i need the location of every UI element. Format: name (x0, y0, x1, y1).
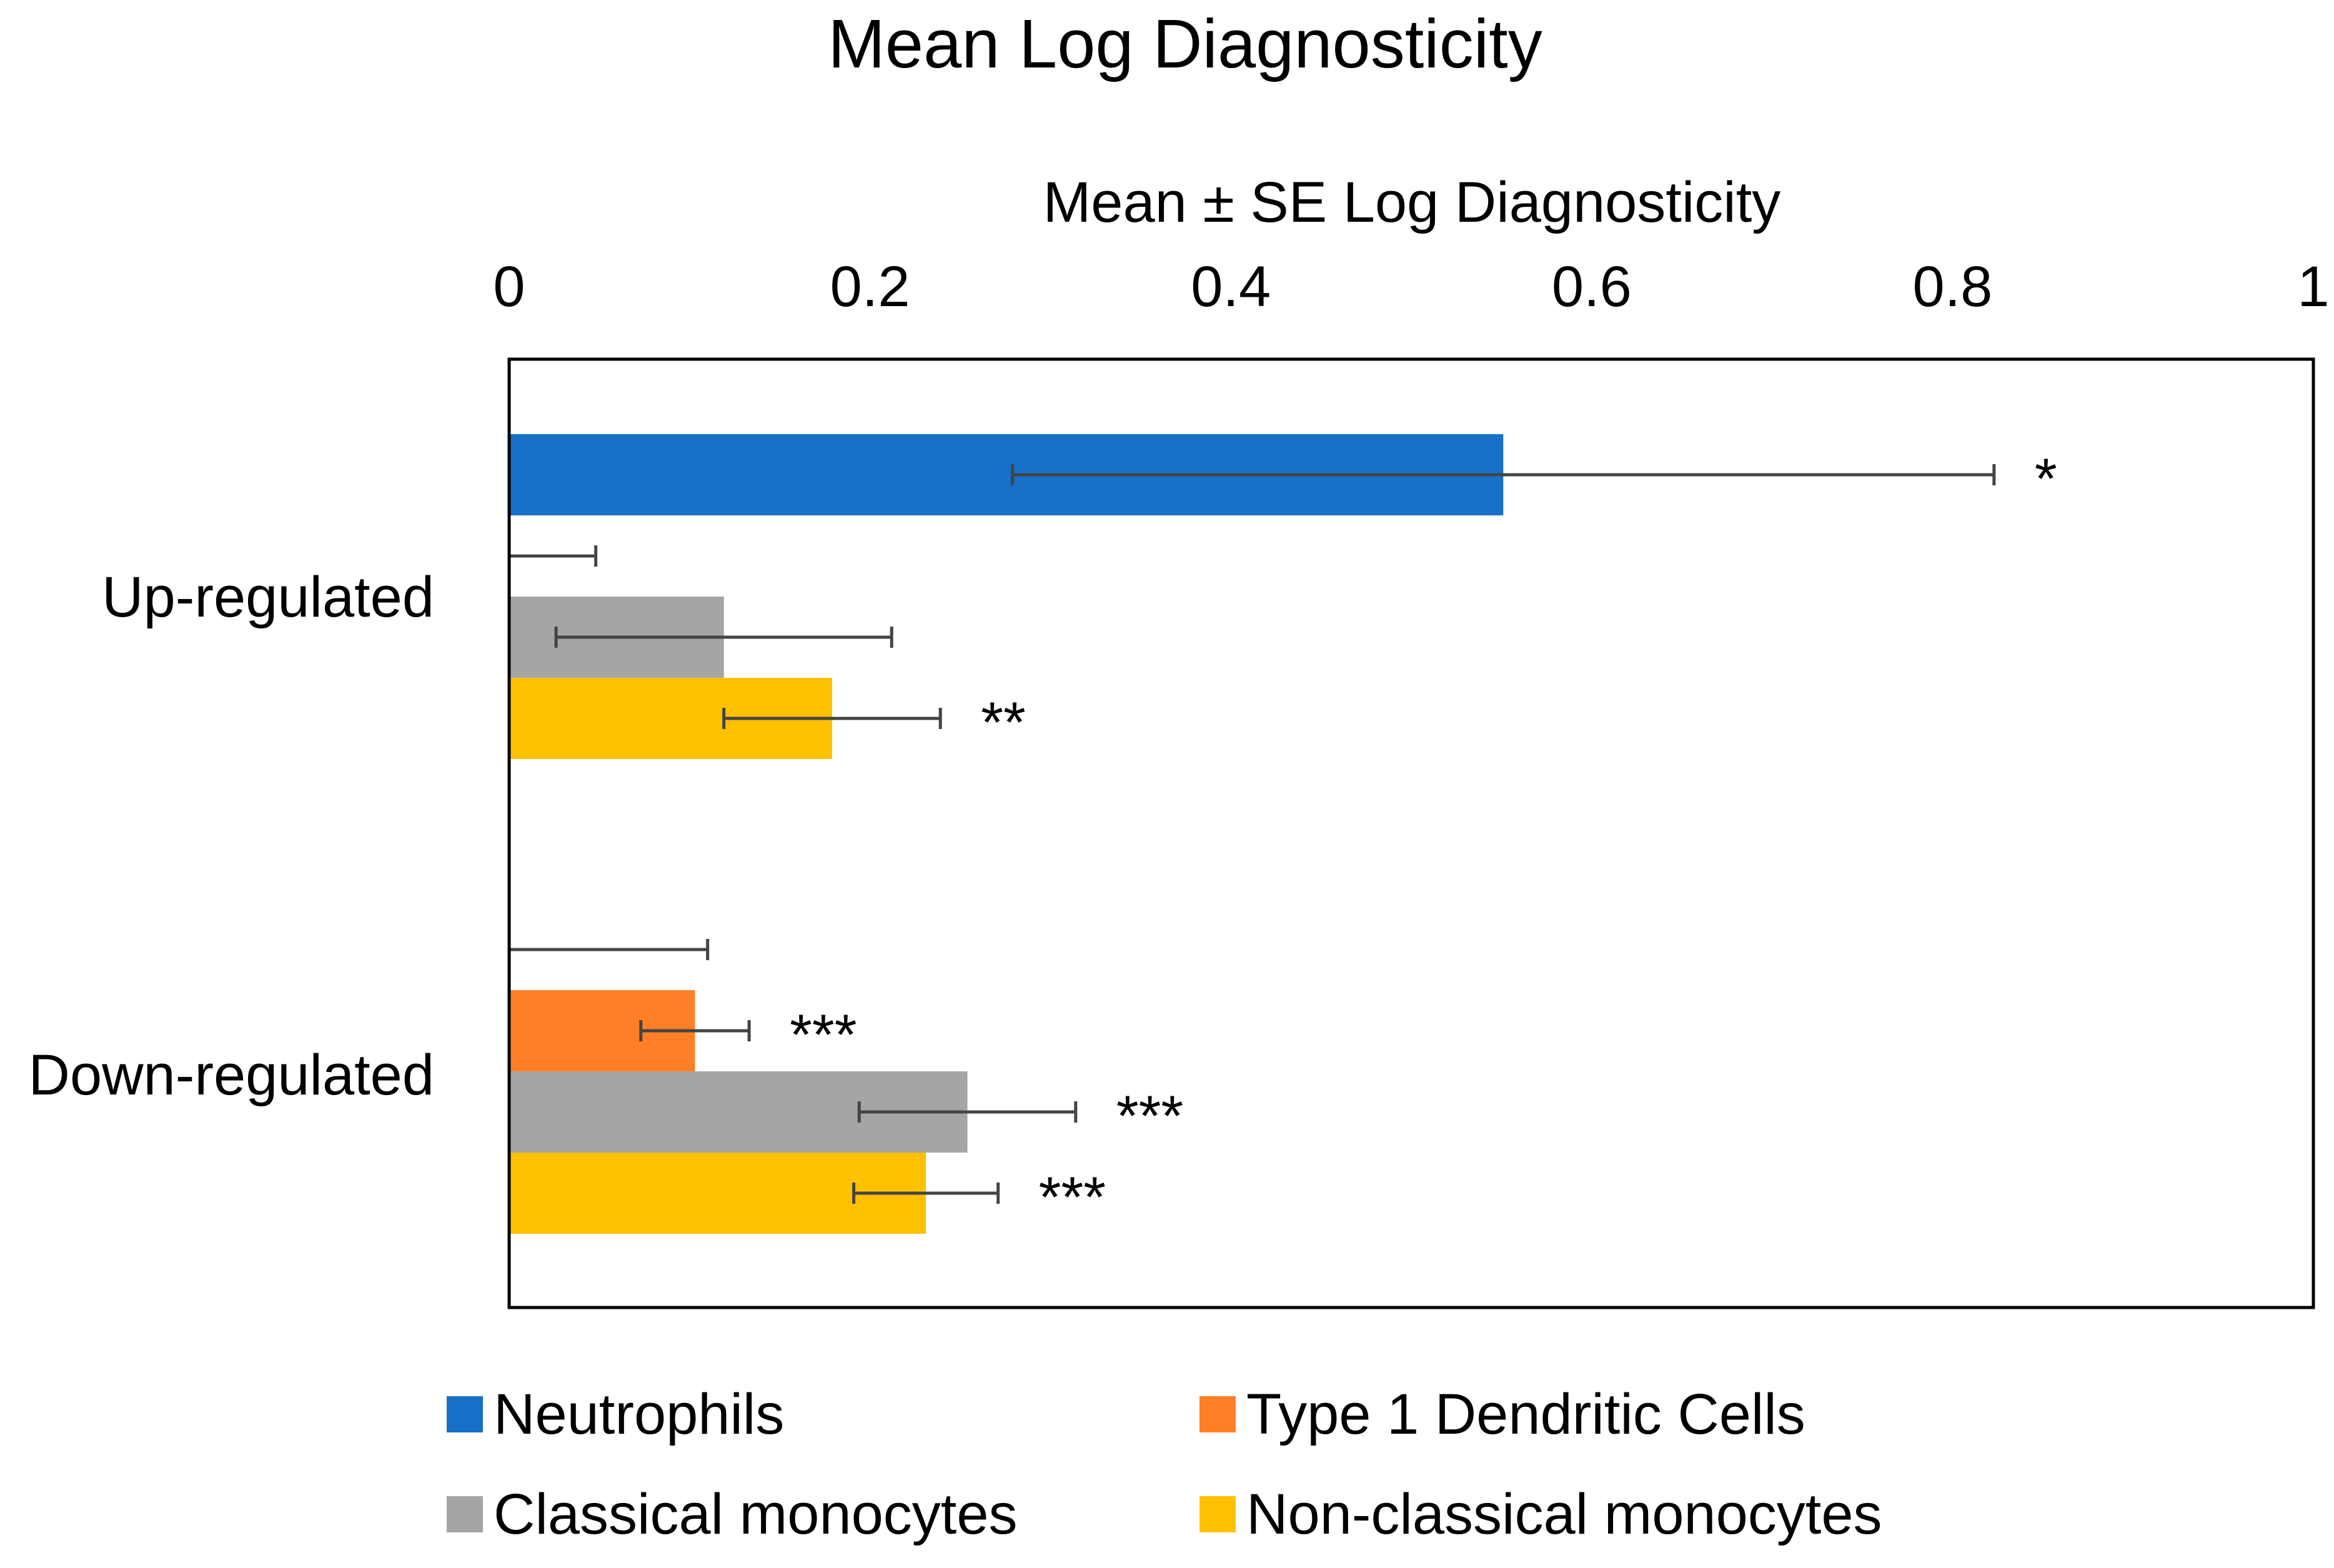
legend: Neutrophils Type 1 Dendritic Cells Classic… (447, 1382, 1882, 1546)
legend-swatch (1199, 1496, 1236, 1532)
category-label: Down-regulated (29, 1043, 434, 1107)
bars-group (509, 434, 1504, 1234)
legend-swatch (447, 1396, 483, 1432)
significance-label: *** (790, 1003, 857, 1067)
error-bars-group (509, 464, 1996, 1204)
legend-swatch (447, 1496, 483, 1532)
chart-title: Mean Log Diagnosticity (828, 6, 1542, 82)
x-tick-label: 0.2 (830, 255, 910, 319)
x-tick-label: 0.4 (1191, 255, 1271, 319)
significance-labels: ************ (790, 447, 2057, 1229)
x-tick-label: 0.6 (1552, 255, 1632, 319)
significance-label: ** (981, 691, 1026, 755)
legend-label: Neutrophils (494, 1382, 784, 1446)
legend-label: Non-classical monocytes (1246, 1482, 1882, 1546)
significance-label: *** (1116, 1084, 1183, 1148)
x-axis-label: Mean ± SE Log Diagnosticity (1043, 171, 1781, 234)
significance-label: *** (1039, 1166, 1106, 1229)
significance-label: * (2035, 447, 2057, 511)
legend-swatch (1199, 1396, 1236, 1432)
x-tick-label: 0 (493, 255, 525, 319)
legend-label: Type 1 Dendritic Cells (1246, 1382, 1805, 1446)
x-axis-ticks: 0 0.2 0.4 0.6 0.8 1 (493, 255, 2329, 319)
legend-label: Classical monocytes (494, 1482, 1018, 1546)
x-tick-label: 0.8 (1912, 255, 1992, 319)
category-label: Up-regulated (102, 565, 434, 629)
plot-area-frame (507, 357, 2315, 1309)
x-tick-label: 1 (2297, 255, 2329, 319)
category-labels: Up-regulated Down-regulated (29, 565, 434, 1107)
